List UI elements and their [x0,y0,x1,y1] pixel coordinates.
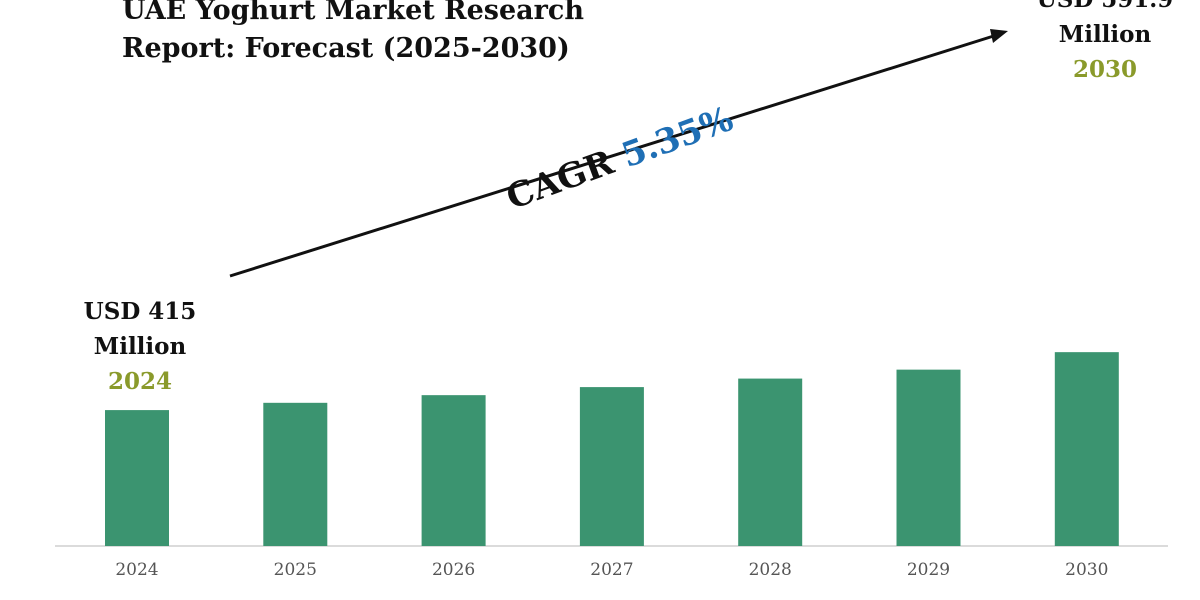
bar-2025 [263,402,328,546]
x-tick-label: 2026 [432,560,475,580]
bar-2027 [579,387,644,546]
start-value-line-2: Million [93,333,187,360]
page-title: UAE Yoghurt Market Research Report: Fore… [122,0,584,68]
x-tick-label: 2028 [749,560,792,580]
bar-2024 [105,410,169,546]
x-tick-label: 2024 [115,560,158,580]
end-value-line-2: Million [1058,21,1152,48]
end-year: 2030 [1072,56,1137,83]
title-line-1: UAE Yoghurt Market Research [122,0,584,26]
cagr-trend-arrow [229,32,1001,278]
start-value-callout: USD 415 Million 2024 [70,294,210,399]
start-year: 2024 [107,368,172,395]
x-tick-label: 2027 [590,560,633,580]
x-tick-label: 2025 [274,560,317,580]
cagr-arrow-head [990,29,1008,43]
x-tick-label: 2029 [907,560,950,580]
title-line-2: Report: Forecast (2025-2030) [122,33,570,64]
start-value-line-1: USD 415 [83,298,197,325]
end-value-line-1: USD 591.9 [1020,0,1190,17]
bar-2029 [896,369,961,546]
bar-2026 [421,395,486,546]
bar-2028 [738,378,803,546]
end-value-callout: USD 591.9 Million 2030 [1020,0,1190,87]
x-tick-label: 2030 [1065,560,1108,580]
bar-2030 [1054,352,1119,546]
